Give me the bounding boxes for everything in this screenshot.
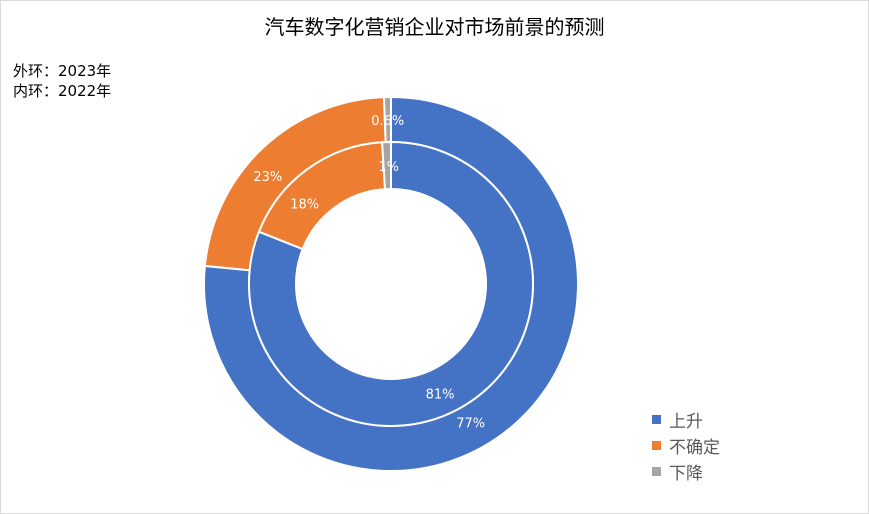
legend-item-rise: 上升 [652, 406, 720, 432]
inner-ring-slice-fall [381, 140, 392, 191]
chart-title: 汽车数字化营销企业对市场前景的预测 [264, 15, 605, 39]
outer-ring-label-rise: 77% [456, 417, 485, 432]
outer-ring-label-fall: 0.6% [371, 114, 404, 129]
legend: 上升 不确定 下降 [652, 406, 720, 484]
legend-label-fall: 下降 [669, 463, 703, 484]
legend-label-rise: 上升 [669, 411, 703, 432]
inner-ring-label-fall: 1% [378, 160, 399, 175]
outer-ring-note: 外环：2023年 [13, 62, 112, 80]
outer-ring-label-uncertain: 23% [253, 170, 282, 185]
legend-swatch-rise [652, 414, 661, 424]
inner-ring-label-rise: 81% [426, 387, 455, 402]
inner-ring-note: 内环：2022年 [13, 82, 112, 100]
legend-item-uncertain: 不确定 [652, 432, 720, 458]
inner-ring-slice-rise [248, 140, 534, 427]
inner-ring-label-uncertain: 18% [290, 197, 319, 212]
legend-item-fall: 下降 [652, 458, 720, 484]
legend-swatch-fall [652, 466, 661, 476]
legend-label-uncertain: 不确定 [669, 437, 720, 458]
legend-swatch-uncertain [652, 440, 661, 450]
